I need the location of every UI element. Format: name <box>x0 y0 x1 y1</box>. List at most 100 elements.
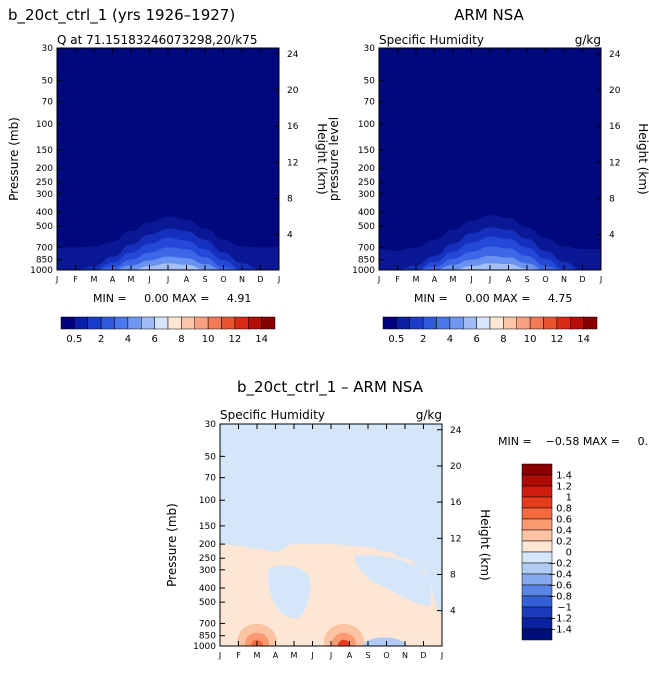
colorbar-label: 0.5 <box>388 334 404 345</box>
y-tick-label: 50 <box>42 76 54 86</box>
colorbar-swatch <box>87 316 102 330</box>
x-tick-label: J <box>166 275 169 284</box>
colorbar-swatch <box>529 316 544 330</box>
colorbar-swatch <box>382 316 397 330</box>
x-tick-label: A <box>273 651 279 660</box>
x-tick-label: J <box>218 651 221 660</box>
y-tick-label: 700 <box>36 243 53 253</box>
y-tick-label: 1000 <box>193 642 216 652</box>
colorbar-label: 14 <box>577 334 590 345</box>
x-tick-label: A <box>506 275 512 284</box>
x-tick-label: N <box>561 275 567 284</box>
x-tick-label: O <box>383 651 389 660</box>
colorbar-swatch <box>181 316 195 330</box>
panel-subtitle: Specific Humidity <box>220 408 325 422</box>
y-tick-label: 50 <box>364 76 376 86</box>
colorbar-label: 12 <box>229 334 242 345</box>
x-tick-label: O <box>542 275 548 284</box>
x-tick-label: F <box>395 275 400 284</box>
y-axis-label: Pressure (mb) <box>7 117 21 201</box>
colorbar-swatch <box>521 628 553 641</box>
y-tick-label: 400 <box>199 584 216 594</box>
colorbar-label: −0.2 <box>548 559 572 570</box>
y2-tick-label: 12 <box>450 534 461 544</box>
panel-title: b_20ct_ctrl_1 (yrs 1926–1927) <box>8 6 235 25</box>
colorbar: 1.41.210.80.60.40.20−0.2−0.4−0.6−0.8−1−1… <box>521 463 572 641</box>
colorbar-label: 8 <box>500 334 506 345</box>
x-tick-label: D <box>420 651 426 660</box>
colorbar-swatch <box>127 316 142 330</box>
y2-tick-label: 24 <box>609 50 621 60</box>
x-tick-label: F <box>73 275 78 284</box>
y-tick-label: 700 <box>358 243 375 253</box>
y-tick-label: 200 <box>358 164 375 174</box>
colorbar-swatch <box>521 529 553 542</box>
colorbar-label: 4 <box>447 334 453 345</box>
colorbar-swatch <box>449 316 464 330</box>
colorbar-swatch <box>207 316 222 330</box>
colorbar-swatch <box>463 316 477 330</box>
contour-fill-positive-max <box>337 639 350 646</box>
y-tick-label: 250 <box>199 554 216 564</box>
x-tick-label: O <box>220 275 226 284</box>
y-tick-label: 300 <box>358 190 375 200</box>
minmax-text: MIN = 0.00 MAX = 4.75 <box>414 292 572 305</box>
x-tick-label: J <box>488 275 491 284</box>
colorbar-swatch <box>583 316 598 330</box>
y-tick-label: 850 <box>36 256 53 266</box>
y-tick-label: 1000 <box>30 266 53 276</box>
colorbar-label: 4 <box>125 334 131 345</box>
y2-tick-label: 8 <box>287 194 293 204</box>
colorbar-label: 0.2 <box>556 537 572 548</box>
panel-top-left: b_20ct_ctrl_1 (yrs 1926–1927) Q at 71.15… <box>7 6 329 345</box>
x-tick-label: A <box>184 275 190 284</box>
y2-tick-label: 12 <box>287 158 298 168</box>
colorbar-label: 0 <box>566 548 572 559</box>
colorbar-label: 1 <box>566 493 572 504</box>
colorbar-swatch <box>489 316 504 330</box>
y-tick-label: 200 <box>199 540 216 550</box>
y-tick-label: 300 <box>36 190 53 200</box>
y2-tick-label: 24 <box>450 426 462 436</box>
panel-subtitle: Specific Humidity <box>379 33 484 47</box>
y2-tick-label: 8 <box>609 194 615 204</box>
y-tick-label: 1000 <box>352 266 375 276</box>
colorbar-swatch <box>100 316 115 330</box>
minmax-text: MIN = 0.00 MAX = 4.91 <box>93 292 251 305</box>
plot-area <box>220 424 442 646</box>
colorbar-label: 1.2 <box>556 482 572 493</box>
contour-fill-negative-tongue <box>354 555 431 606</box>
colorbar-label: 6 <box>151 334 157 345</box>
colorbar-swatch <box>503 316 517 330</box>
panel-subtitle: Q at 71.15183246073298,20/k75 <box>57 33 257 47</box>
colorbar-swatch <box>476 316 491 330</box>
colorbar-swatch <box>570 316 584 330</box>
y2-tick-label: 16 <box>287 122 299 132</box>
x-tick-label: M <box>413 275 420 284</box>
colorbar-swatch <box>543 316 558 330</box>
minmax-text: MIN = −0.58 MAX = 0.74 <box>498 435 649 448</box>
colorbar-label: 14 <box>255 334 268 345</box>
plot-area <box>379 48 601 270</box>
colorbar-label: −1 <box>557 603 572 614</box>
x-tick-label: S <box>524 275 529 284</box>
y2-tick-label: 8 <box>450 570 456 580</box>
colorbar-swatch <box>221 316 236 330</box>
y-axis-label: pressure level <box>327 117 341 201</box>
y2-axis-label: Height (km) <box>636 123 649 194</box>
axes: J F M A M J J A S O N D J 30 50 70 100 150 200 250 300 400 500… <box>352 44 621 284</box>
colorbar-label: 8 <box>178 334 184 345</box>
y-tick-label: 850 <box>199 632 216 642</box>
colorbar-swatch <box>521 474 553 487</box>
colorbar: 0.5 2 4 6 8 10 12 14 <box>382 316 598 345</box>
y-tick-label: 150 <box>199 522 216 532</box>
y-tick-label: 30 <box>364 44 376 54</box>
contour-fill-negative-0.2 <box>361 637 408 646</box>
colorbar-swatch <box>521 518 553 531</box>
panel-title: ARM NSA <box>454 6 524 24</box>
colorbar-label: 10 <box>524 334 537 345</box>
x-tick-label: J <box>55 275 58 284</box>
colorbar-label: 0.5 <box>66 334 82 345</box>
y-tick-label: 500 <box>199 598 216 608</box>
